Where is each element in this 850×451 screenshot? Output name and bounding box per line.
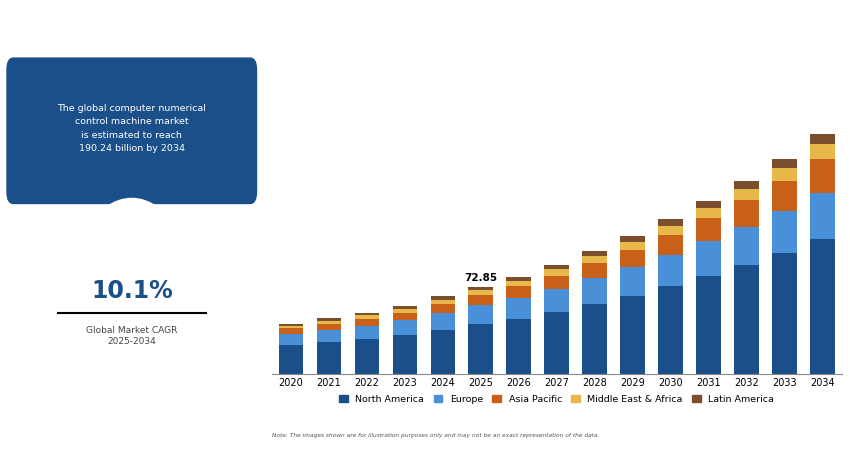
- Bar: [468, 290, 493, 295]
- Bar: [772, 253, 797, 374]
- Bar: [354, 316, 379, 319]
- Bar: [279, 326, 303, 328]
- Bar: [658, 255, 683, 286]
- Bar: [316, 321, 342, 324]
- Bar: [468, 295, 493, 305]
- Bar: [810, 144, 835, 159]
- Bar: [507, 281, 531, 286]
- Bar: [544, 265, 570, 269]
- Text: ✦ POLARIS: ✦ POLARIS: [94, 23, 169, 36]
- Bar: [354, 319, 379, 326]
- FancyBboxPatch shape: [5, 56, 258, 205]
- Bar: [772, 181, 797, 211]
- Text: 10.1%: 10.1%: [91, 279, 173, 303]
- Bar: [354, 313, 379, 316]
- Bar: [393, 320, 417, 335]
- Bar: [354, 339, 379, 374]
- Bar: [734, 181, 759, 189]
- Bar: [734, 200, 759, 227]
- Bar: [696, 208, 721, 218]
- Bar: [582, 278, 607, 304]
- Bar: [316, 318, 342, 321]
- Bar: [393, 306, 417, 309]
- Bar: [354, 326, 379, 339]
- Bar: [544, 312, 570, 374]
- Bar: [507, 286, 531, 298]
- Bar: [734, 265, 759, 374]
- Text: 72.85: 72.85: [464, 272, 497, 283]
- Bar: [507, 277, 531, 281]
- Bar: [658, 219, 683, 226]
- Bar: [279, 324, 303, 326]
- Bar: [279, 345, 303, 374]
- Bar: [810, 239, 835, 374]
- Bar: [544, 269, 570, 276]
- Bar: [620, 236, 645, 242]
- Bar: [582, 304, 607, 374]
- Bar: [430, 330, 456, 374]
- Bar: [507, 319, 531, 374]
- Bar: [582, 251, 607, 256]
- Text: Source: www.polarismarketresearch.com: Source: www.polarismarketresearch.com: [71, 435, 192, 440]
- Bar: [468, 305, 493, 324]
- Text: Note: The images shown are for illustration purposes only and may not be an exac: Note: The images shown are for illustrat…: [272, 433, 599, 438]
- Bar: [658, 286, 683, 374]
- Text: The global computer numerical
control machine market
is estimated to reach
190.2: The global computer numerical control ma…: [57, 104, 207, 153]
- Text: Global Market CAGR
2025-2034: Global Market CAGR 2025-2034: [86, 326, 178, 346]
- Text: Size, By Region, 2020 - 2034 (USD Billion): Size, By Region, 2020 - 2034 (USD Billio…: [281, 58, 500, 68]
- Circle shape: [65, 198, 199, 428]
- Bar: [544, 276, 570, 289]
- Bar: [658, 226, 683, 235]
- Bar: [772, 211, 797, 253]
- Bar: [279, 334, 303, 345]
- Bar: [316, 324, 342, 330]
- Bar: [430, 299, 456, 304]
- Bar: [620, 267, 645, 296]
- Bar: [696, 241, 721, 276]
- Bar: [772, 168, 797, 181]
- Bar: [772, 158, 797, 168]
- Bar: [393, 309, 417, 313]
- Bar: [430, 296, 456, 299]
- Bar: [620, 250, 645, 267]
- Bar: [658, 235, 683, 255]
- Bar: [696, 276, 721, 374]
- Bar: [734, 189, 759, 200]
- Bar: [582, 256, 607, 262]
- Text: Computer Numerical Control Machine Market: Computer Numerical Control Machine Marke…: [281, 18, 668, 33]
- Bar: [468, 324, 493, 374]
- Bar: [582, 262, 607, 278]
- Bar: [393, 313, 417, 320]
- Bar: [468, 287, 493, 290]
- Bar: [279, 328, 303, 334]
- Bar: [507, 298, 531, 319]
- Bar: [696, 218, 721, 241]
- Bar: [316, 342, 342, 374]
- Bar: [316, 330, 342, 342]
- Bar: [696, 201, 721, 208]
- Text: MARKET RESEARCH: MARKET RESEARCH: [89, 43, 174, 52]
- Bar: [810, 193, 835, 239]
- Bar: [430, 313, 456, 330]
- Bar: [430, 304, 456, 313]
- Bar: [544, 289, 570, 312]
- Bar: [810, 134, 835, 144]
- Bar: [810, 159, 835, 193]
- Legend: North America, Europe, Asia Pacific, Middle East & Africa, Latin America: North America, Europe, Asia Pacific, Mid…: [336, 391, 778, 408]
- Bar: [393, 335, 417, 374]
- Bar: [620, 296, 645, 374]
- Bar: [620, 242, 645, 250]
- Bar: [734, 227, 759, 265]
